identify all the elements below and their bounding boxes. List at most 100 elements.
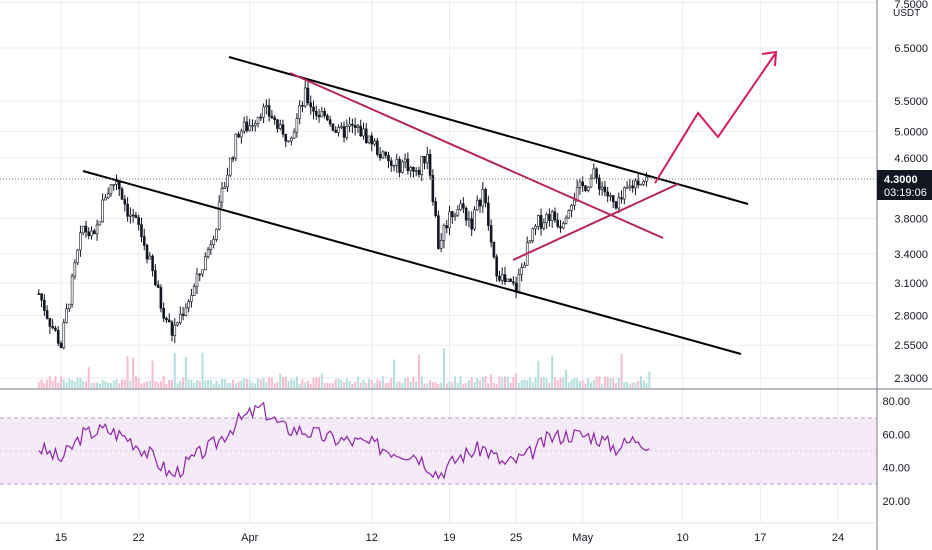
volume-bar <box>393 359 395 388</box>
volume-bar <box>57 382 60 388</box>
volume-bar <box>509 382 512 388</box>
candles <box>37 80 651 350</box>
rsi-line-group <box>38 401 650 480</box>
volume-bar <box>581 380 584 388</box>
candle-body <box>142 236 146 246</box>
candle-body <box>442 225 446 241</box>
candle-body <box>68 303 71 309</box>
candle-body <box>467 218 471 221</box>
candle-body <box>523 264 526 268</box>
time-tick-label: 24 <box>832 532 844 544</box>
volume-bar <box>648 371 651 388</box>
candle-body <box>584 185 587 192</box>
candle-body <box>412 167 415 172</box>
candle-body <box>559 226 562 229</box>
volume-bar <box>168 379 171 388</box>
candle-body <box>573 199 576 206</box>
candle-body <box>223 186 227 189</box>
candle-body <box>489 225 493 243</box>
candle-body <box>506 278 510 283</box>
volume-bar <box>548 382 551 388</box>
volume-bar <box>420 376 423 388</box>
candle-body <box>79 232 82 251</box>
candle-body <box>290 137 293 142</box>
volume-bar <box>381 376 384 388</box>
candle-body <box>43 299 46 311</box>
price-pane[interactable] <box>0 0 877 388</box>
candle-body <box>470 218 474 230</box>
candle-body <box>614 201 618 209</box>
volume-bar <box>445 383 448 388</box>
candle-body <box>603 186 607 193</box>
volume-bar <box>601 383 604 388</box>
rsi-axis[interactable]: 80.00 60.00 40.00 20.00 <box>882 396 910 508</box>
volume-bar <box>417 354 420 388</box>
volume-bar <box>556 380 559 388</box>
volume-bar <box>165 383 168 388</box>
candle-body <box>228 157 232 176</box>
candle-body <box>581 181 585 187</box>
candle-body <box>156 284 160 288</box>
candle-body <box>76 249 79 264</box>
volume-bar <box>431 382 434 388</box>
ascending-support-line[interactable] <box>512 183 679 261</box>
volume-bar <box>434 382 437 388</box>
volume-bar <box>282 377 284 388</box>
volume-bar <box>220 378 223 388</box>
candle-body <box>309 102 313 108</box>
candle-body <box>381 151 385 159</box>
volume-bar <box>440 382 443 388</box>
volume-bar <box>298 383 301 388</box>
channel-lower-line[interactable] <box>82 170 742 355</box>
price-tick-label: 2.3000 <box>894 373 928 385</box>
candle-body <box>151 255 154 271</box>
candle-body <box>575 186 579 201</box>
candle-body <box>550 211 554 221</box>
candle-body <box>420 155 424 175</box>
candle-body <box>348 123 351 127</box>
descending-resistance-line[interactable] <box>289 72 664 239</box>
volume-bar <box>37 382 40 388</box>
volume-bar <box>517 382 520 388</box>
candle-body <box>528 240 532 244</box>
time-axis[interactable]: 15 22 Apr 12 19 25 May 10 17 24 <box>55 532 844 544</box>
volume-bar <box>134 376 137 388</box>
candle-body <box>401 161 404 173</box>
volume-bar <box>73 381 76 388</box>
volume-bar <box>504 376 506 388</box>
volume-bar <box>309 383 312 388</box>
volume-bar <box>534 377 537 388</box>
candle-body <box>206 249 210 258</box>
volume-bar <box>584 383 587 388</box>
candle-body <box>464 207 468 221</box>
volume-bar <box>129 380 132 388</box>
candle-body <box>267 105 271 117</box>
volume-bar <box>68 378 71 388</box>
trend-lines[interactable] <box>82 50 778 355</box>
volume-bar <box>426 383 429 388</box>
volume-bar <box>60 376 62 388</box>
volume-bar <box>101 380 104 388</box>
candle-body <box>328 119 332 125</box>
candle-body <box>462 203 465 209</box>
volume-bar <box>540 377 543 388</box>
candle-body <box>487 202 490 226</box>
candle-body <box>84 225 88 233</box>
candle-body <box>81 225 85 234</box>
volume-bar <box>329 383 332 388</box>
channel-upper-line[interactable] <box>228 56 749 205</box>
volume-bar <box>531 382 534 388</box>
candle-body <box>414 170 418 172</box>
candle-body <box>548 214 551 221</box>
volume-bar <box>193 382 196 388</box>
candle-body <box>570 205 573 211</box>
projection-arrow-path[interactable] <box>654 53 776 184</box>
time-tick-label: 25 <box>510 532 522 544</box>
volume-bar <box>448 381 451 388</box>
candle-body <box>492 241 496 258</box>
volume-bar <box>232 379 235 388</box>
volume-bar <box>154 381 157 388</box>
candle-body <box>503 274 507 283</box>
price-axis[interactable]: 7.5000 6.5000 5.5000 5.0000 4.6000 3.8000 3.40… <box>894 0 928 385</box>
